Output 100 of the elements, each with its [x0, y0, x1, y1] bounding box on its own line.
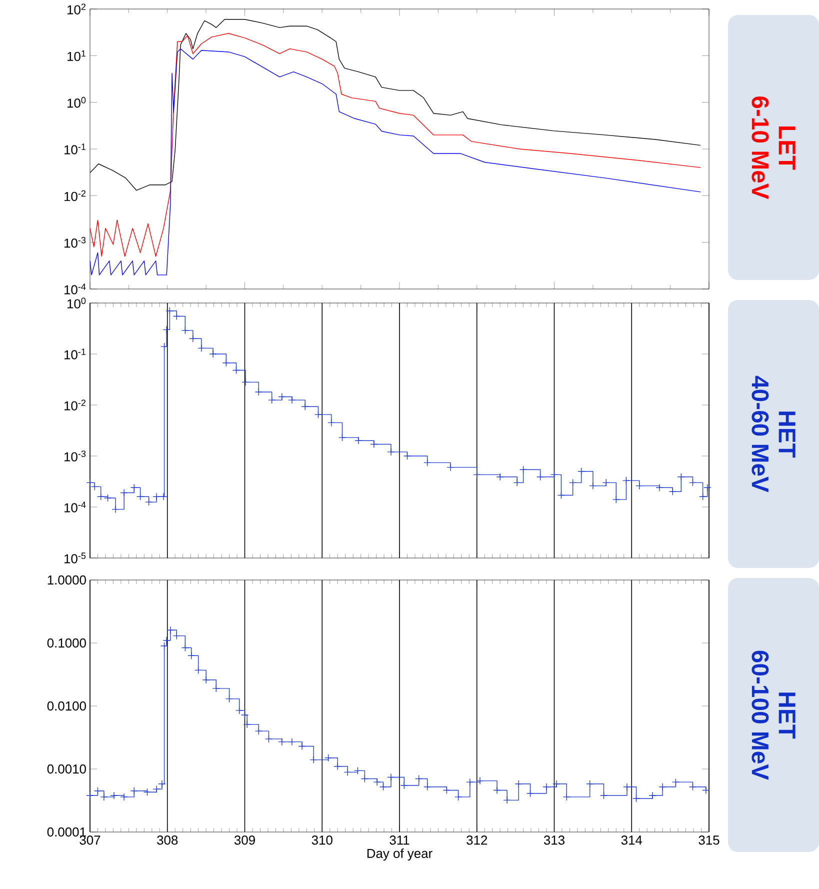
point	[688, 783, 697, 791]
point	[189, 334, 197, 342]
point	[130, 787, 138, 795]
point	[600, 792, 608, 800]
point	[144, 498, 153, 506]
y-tick-label: 10$^{0}$	[68, 298, 86, 308]
y-tick-label: 10$^{2}$	[68, 4, 86, 14]
point	[424, 458, 432, 467]
x-tick-label: 313	[544, 836, 564, 845]
point	[702, 786, 710, 794]
point	[454, 793, 462, 801]
point	[130, 484, 138, 492]
point	[526, 790, 534, 798]
y-tick-label: 0.0010	[47, 764, 86, 774]
point	[112, 505, 120, 514]
text: LET	[778, 126, 796, 170]
point	[278, 738, 286, 746]
point	[120, 488, 128, 497]
point	[668, 488, 676, 496]
y-tick-label: 10$^{-3}$	[64, 450, 86, 462]
point	[542, 783, 550, 791]
point	[473, 470, 481, 479]
point	[414, 774, 423, 783]
point	[328, 418, 336, 427]
point	[493, 786, 501, 794]
point	[354, 436, 362, 444]
y-tick-label: 10$^{-2}$	[64, 190, 86, 202]
x-tick-label: 312	[466, 836, 488, 845]
point	[496, 473, 504, 481]
point	[120, 793, 128, 801]
point	[602, 478, 610, 487]
point	[172, 312, 181, 320]
point	[278, 392, 286, 401]
y-tick-label: 1.0000	[48, 575, 86, 585]
point	[314, 410, 322, 418]
point	[160, 642, 168, 650]
point	[672, 778, 680, 786]
point	[623, 783, 631, 791]
point	[354, 766, 362, 775]
point	[162, 326, 170, 334]
y-tick-label: 0.1000	[47, 638, 86, 648]
point	[243, 720, 251, 728]
point	[589, 482, 597, 490]
x-tick-label: 310	[312, 836, 332, 845]
point	[636, 482, 644, 490]
point	[658, 783, 666, 791]
point	[166, 626, 174, 634]
point	[288, 738, 296, 746]
point	[162, 636, 170, 644]
point	[338, 434, 346, 442]
point	[334, 762, 342, 770]
point	[181, 644, 190, 652]
point	[301, 402, 309, 410]
y-tick-label: 10$^{0}$	[68, 96, 86, 108]
point	[403, 452, 412, 460]
point	[632, 794, 640, 802]
point	[225, 694, 234, 703]
point	[254, 727, 263, 735]
point	[400, 782, 408, 790]
y-tick-label: 10$^{-4}$	[64, 284, 86, 294]
point	[324, 754, 332, 762]
point	[373, 778, 381, 786]
point	[442, 786, 451, 794]
point	[86, 792, 94, 800]
point	[152, 785, 160, 793]
x-tick-label: 309	[234, 836, 255, 845]
point	[466, 778, 474, 786]
point	[143, 788, 152, 796]
point	[160, 492, 168, 500]
point	[562, 793, 570, 801]
point	[688, 478, 697, 487]
y-tick-label: 10$^{1}$	[68, 50, 86, 62]
point	[513, 478, 521, 487]
x-tick-label: 311	[390, 836, 410, 845]
y-tick-label: 10$^{-2}$	[64, 400, 86, 410]
text: HET	[778, 692, 796, 739]
y-tick-label: 0.0001	[47, 827, 86, 837]
point	[360, 774, 369, 783]
x-tick-label: 314	[621, 836, 642, 845]
x-tick-label: 308	[157, 836, 178, 845]
point	[158, 780, 166, 788]
point	[568, 478, 577, 487]
y-tick-label: 10$^{-1}$	[64, 144, 86, 154]
point	[264, 735, 273, 743]
point	[648, 792, 656, 800]
point	[202, 676, 210, 684]
point	[232, 366, 240, 374]
point	[152, 492, 160, 500]
point	[550, 470, 558, 479]
point	[552, 780, 560, 788]
y-tick-label: 0.0100	[47, 701, 86, 711]
point	[536, 473, 544, 481]
point	[446, 463, 454, 472]
text: HET	[778, 412, 796, 458]
point	[104, 494, 112, 502]
point	[198, 344, 206, 352]
x-tick-label: 315	[698, 836, 720, 845]
point	[209, 350, 217, 358]
point	[181, 326, 190, 334]
point	[136, 492, 144, 500]
